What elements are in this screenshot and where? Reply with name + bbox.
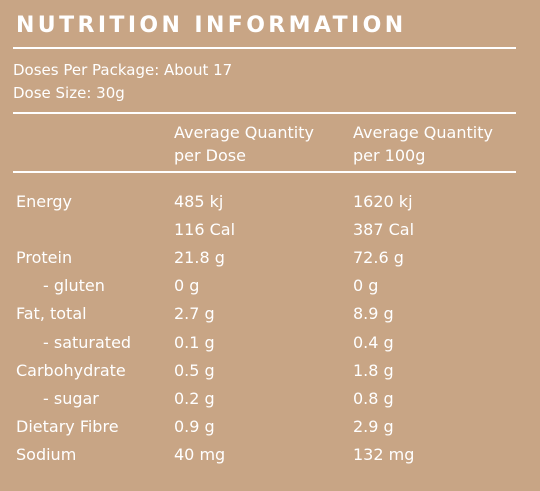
value-per-dose: 116 Cal (174, 220, 236, 240)
divider (13, 171, 516, 173)
value-per-100g: 0 g (353, 276, 379, 296)
divider (13, 112, 516, 114)
value-per-100g: 132 mg (353, 444, 415, 464)
value-per-dose: 0.5 g (174, 360, 215, 380)
value-per-dose: 40 mg (174, 444, 226, 464)
row-label: Protein (16, 248, 73, 268)
value-per-dose: 0.9 g (174, 416, 215, 436)
row-label: Sodium (16, 444, 77, 464)
value-per-100g: 387 Cal (353, 220, 415, 240)
value-per-100g: 2.9 g (353, 416, 394, 436)
value-per-100g: 1620 kj (353, 192, 413, 211)
column-header-line: per 100g (353, 146, 426, 165)
divider (13, 47, 516, 49)
value-per-dose: 485 kj (174, 192, 224, 211)
value-per-100g: 8.9 g (353, 304, 394, 324)
value-per-100g: 0.4 g (353, 332, 394, 352)
row-label: Fat, total (16, 304, 87, 324)
value-per-dose: 21.8 g (174, 248, 225, 268)
column-header-line: per Dose (174, 146, 246, 165)
page-title: NUTRITION INFORMATION (16, 13, 407, 38)
column-header-line: Average Quantity (353, 123, 493, 142)
row-label: - gluten (43, 276, 105, 296)
value-per-100g: 72.6 g (353, 248, 404, 268)
value-per-100g: 0.8 g (353, 388, 394, 408)
value-per-dose: 0.2 g (174, 388, 215, 408)
row-label: - sugar (43, 388, 99, 408)
column-header-line: Average Quantity (174, 123, 314, 142)
row-label: Energy (16, 192, 73, 211)
row-label: - saturated (43, 332, 132, 352)
value-per-100g: 1.8 g (353, 360, 394, 380)
value-per-dose: 2.7 g (174, 304, 215, 324)
column-header-per-100g: Average Quantity per 100g (353, 121, 493, 167)
value-per-dose: 0 g (174, 276, 200, 296)
doses-per-package: Doses Per Package: About 17 (13, 61, 233, 79)
value-per-dose: 0.1 g (174, 332, 215, 352)
dose-size: Dose Size: 30g (13, 84, 125, 102)
column-header-per-dose: Average Quantity per Dose (174, 121, 314, 167)
row-label: Carbohydrate (16, 360, 126, 380)
row-label: Dietary Fibre (16, 416, 119, 436)
